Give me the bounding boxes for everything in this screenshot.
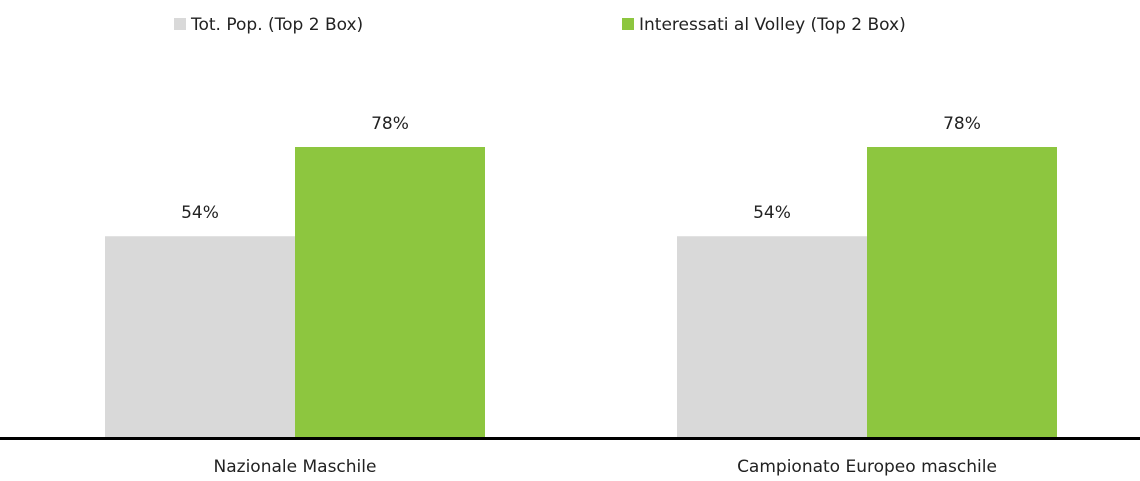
bar <box>105 236 295 437</box>
legend-swatch <box>174 18 186 30</box>
legend-label: Interessati al Volley (Top 2 Box) <box>639 15 906 35</box>
data-label: 78% <box>371 114 409 134</box>
bar <box>867 147 1057 437</box>
data-label: 78% <box>943 114 981 134</box>
bar <box>295 147 485 437</box>
legend-label: Tot. Pop. (Top 2 Box) <box>190 15 363 35</box>
bar <box>677 236 867 437</box>
x-tick-label: Nazionale Maschile <box>214 457 377 477</box>
data-label: 54% <box>753 203 791 223</box>
data-label: 54% <box>181 203 219 223</box>
x-tick-label: Campionato Europeo maschile <box>737 457 997 477</box>
legend-swatch <box>622 18 634 30</box>
